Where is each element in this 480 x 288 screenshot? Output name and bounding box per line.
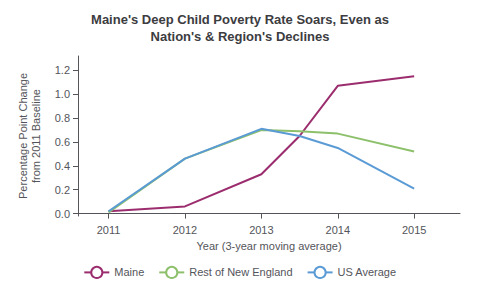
svg-text:0.0: 0.0 xyxy=(55,208,70,220)
svg-text:2011: 2011 xyxy=(97,224,121,236)
svg-text:0.4: 0.4 xyxy=(55,160,70,172)
svg-text:Rest of New England: Rest of New England xyxy=(189,266,292,278)
svg-text:0.8: 0.8 xyxy=(55,112,70,124)
svg-text:US Average: US Average xyxy=(338,266,397,278)
svg-text:2013: 2013 xyxy=(249,224,273,236)
svg-text:0.2: 0.2 xyxy=(55,184,70,196)
svg-text:1.0: 1.0 xyxy=(55,88,70,100)
svg-text:Nation's & Region's Declines: Nation's & Region's Declines xyxy=(151,29,330,44)
svg-text:from 2011 Baseline: from 2011 Baseline xyxy=(30,89,42,183)
svg-text:2012: 2012 xyxy=(173,224,197,236)
svg-text:0.6: 0.6 xyxy=(55,136,70,148)
svg-text:Percentage Point Change: Percentage Point Change xyxy=(17,73,29,199)
svg-text:2014: 2014 xyxy=(326,224,350,236)
svg-text:Year (3-year moving average): Year (3-year moving average) xyxy=(196,240,341,252)
svg-text:Maine: Maine xyxy=(114,266,144,278)
svg-text:2015: 2015 xyxy=(402,224,426,236)
svg-text:Maine's Deep Child Poverty Rat: Maine's Deep Child Poverty Rate Soars, E… xyxy=(91,12,389,27)
svg-text:1.2: 1.2 xyxy=(55,64,70,76)
